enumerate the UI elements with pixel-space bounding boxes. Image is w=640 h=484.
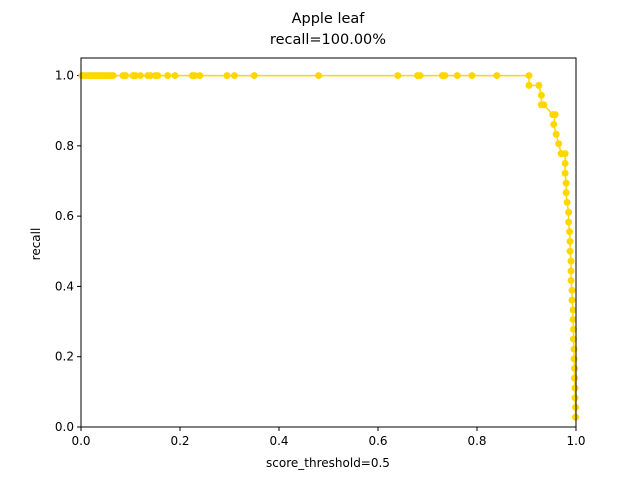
marker: [525, 72, 533, 80]
marker: [196, 72, 204, 80]
y-tick-label: 0.0: [55, 420, 74, 434]
marker: [567, 267, 575, 275]
x-tick-label: 0.0: [71, 434, 90, 448]
marker: [569, 306, 577, 314]
marker: [493, 72, 501, 80]
marker: [567, 257, 575, 265]
marker: [570, 335, 578, 343]
marker: [565, 218, 573, 226]
marker: [109, 72, 117, 80]
marker: [540, 101, 548, 109]
marker: [416, 72, 424, 80]
line: [81, 74, 577, 418]
marker: [566, 247, 574, 255]
marker: [561, 169, 569, 177]
marker: [122, 72, 130, 80]
x-tick-label: 0.4: [269, 434, 288, 448]
y-tick-label: 0.2: [55, 350, 74, 364]
y-tick-label: 0.8: [55, 139, 74, 153]
marker: [568, 296, 576, 304]
marker: [315, 72, 323, 80]
marker: [525, 81, 533, 89]
marker: [550, 120, 558, 128]
x-tick-label: 0.8: [467, 434, 486, 448]
marker: [154, 72, 162, 80]
marker: [562, 179, 570, 187]
marker: [535, 81, 543, 89]
marker: [230, 72, 238, 80]
marker: [570, 325, 578, 333]
chart-title: Apple leaf: [292, 11, 366, 27]
marker: [565, 208, 573, 216]
marker: [555, 140, 563, 148]
marker: [568, 286, 576, 294]
marker: [131, 72, 139, 80]
y-tick-label: 0.4: [55, 279, 74, 293]
x-tick-label: 0.2: [170, 434, 189, 448]
marker: [566, 228, 574, 236]
chart-subtitle: recall=100.00%: [270, 32, 386, 48]
x-tick-label: 1.0: [566, 434, 585, 448]
marker: [441, 72, 449, 80]
marker: [571, 394, 579, 402]
x-tick-label: 0.6: [368, 434, 387, 448]
marker: [164, 72, 172, 80]
marker: [468, 72, 476, 80]
marker: [569, 315, 577, 323]
marker: [223, 72, 231, 80]
marker: [566, 237, 574, 245]
marker: [250, 72, 258, 80]
marker: [191, 72, 199, 80]
marker: [537, 91, 545, 99]
marker: [394, 72, 402, 80]
marker: [552, 130, 560, 138]
marker: [146, 72, 154, 80]
marker: [551, 111, 559, 119]
y-axis-label: recall: [29, 228, 43, 261]
marker: [561, 150, 569, 158]
y-tick-label: 0.6: [55, 209, 74, 223]
marker: [561, 159, 569, 167]
marker: [571, 364, 579, 372]
marker: [563, 198, 571, 206]
marker: [453, 72, 461, 80]
marker: [136, 72, 144, 80]
marker: [571, 374, 579, 382]
x-axis-label: score_threshold=0.5: [266, 456, 390, 470]
marker: [567, 276, 575, 284]
marker: [562, 189, 570, 197]
marker: [571, 384, 579, 392]
marker: [171, 72, 179, 80]
y-tick-label: 1.0: [55, 69, 74, 83]
plot-frame: [80, 57, 577, 428]
